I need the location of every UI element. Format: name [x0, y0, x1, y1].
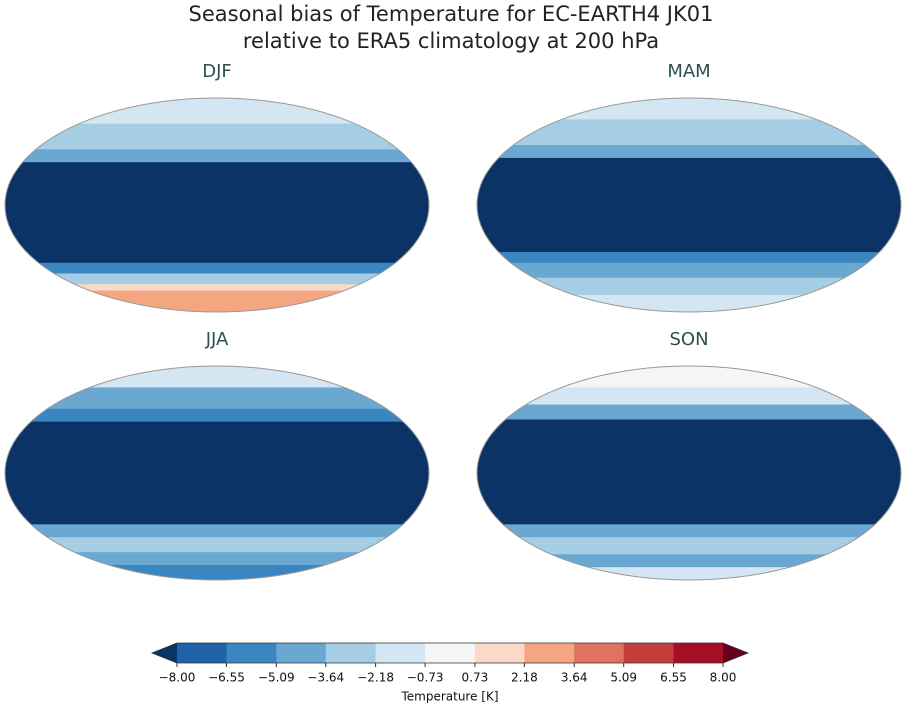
- colorbar-tick-label: −8.00: [159, 671, 196, 685]
- field-band: [5, 552, 429, 567]
- colorbar-tick-label: −0.73: [407, 671, 444, 685]
- field-band: [477, 252, 901, 264]
- field-band: [5, 149, 429, 164]
- field-band: [5, 421, 429, 526]
- colorbar-tick-label: −2.18: [357, 671, 394, 685]
- field-band: [477, 554, 901, 569]
- field-band: [477, 366, 901, 389]
- colorbar-tick-label: 8.00: [710, 671, 737, 685]
- map-panel: [477, 366, 901, 580]
- field-band: [5, 123, 429, 151]
- colorbar-tick-label: −5.09: [258, 671, 295, 685]
- map-panel: [477, 98, 901, 312]
- field-band: [5, 366, 429, 389]
- colorbar-segment: [574, 643, 625, 663]
- colorbar-segment: [623, 643, 675, 663]
- map-border: [4, 97, 430, 313]
- field-band: [477, 419, 901, 526]
- field-band: [5, 565, 429, 580]
- field-band: [477, 537, 901, 556]
- colorbar-segment: [177, 643, 227, 663]
- field-band: [477, 567, 901, 580]
- title-line: Seasonal bias of Temperature for EC-EART…: [189, 2, 714, 26]
- map-border: [4, 365, 430, 581]
- field-band: [5, 408, 429, 423]
- field-band: [5, 290, 429, 312]
- field-band: [477, 387, 901, 406]
- field-band: [477, 294, 901, 312]
- map-panel: [5, 98, 429, 312]
- colorbar-label: Temperature [K]: [400, 690, 498, 704]
- field-band: [477, 262, 901, 279]
- maps: [4, 97, 902, 581]
- colorbar-segment: [325, 643, 377, 663]
- colorbar-tick-label: 3.64: [561, 671, 588, 685]
- panel-title: JJA: [205, 329, 229, 350]
- colorbar-segment: [474, 643, 525, 663]
- map-panel: [5, 366, 429, 580]
- field-band: [477, 524, 901, 539]
- colorbar-tick-label: −6.55: [208, 671, 245, 685]
- panel-title: DJF: [202, 61, 232, 82]
- colorbar-segment: [673, 643, 724, 663]
- field-band: [5, 98, 429, 125]
- field-band: [477, 98, 901, 121]
- colorbar-tick-label: 0.73: [462, 671, 489, 685]
- colorbar-extend-over: [723, 643, 748, 663]
- field-band: [477, 277, 901, 296]
- colorbar-segment: [375, 643, 426, 663]
- field-band: [5, 262, 429, 275]
- field-band: [5, 387, 429, 410]
- field-band: [477, 404, 901, 421]
- field-band: [5, 537, 429, 554]
- map-border: [476, 97, 902, 313]
- panel-title: MAM: [667, 61, 710, 82]
- field-band: [5, 162, 429, 264]
- colorbar-segment: [226, 643, 277, 663]
- colorbar-tick-label: −3.64: [307, 671, 344, 685]
- field-band: [5, 524, 429, 539]
- colorbar: −8.00 −6.55 −5.09 −3.64 −2.18 −0.73 0.73 2.18 3.…: [150, 642, 750, 685]
- colorbar-segment: [524, 643, 575, 663]
- colorbar-tick-label: 5.09: [610, 671, 637, 685]
- colorbar-segment: [425, 643, 476, 663]
- field-band: [5, 273, 429, 286]
- colorbar-tick-label: 2.18: [511, 671, 538, 685]
- field-band: [477, 145, 901, 159]
- colorbar-tick-label: 6.55: [660, 671, 687, 685]
- panel-title: SON: [669, 329, 708, 350]
- map-border: [476, 365, 902, 581]
- colorbar-segment: [276, 643, 327, 663]
- field-band: [477, 157, 901, 254]
- colorbar-extend-under: [152, 643, 177, 663]
- title-line: relative to ERA5 climatology at 200 hPa: [243, 29, 659, 53]
- field-band: [477, 119, 901, 147]
- field-band: [5, 284, 429, 292]
